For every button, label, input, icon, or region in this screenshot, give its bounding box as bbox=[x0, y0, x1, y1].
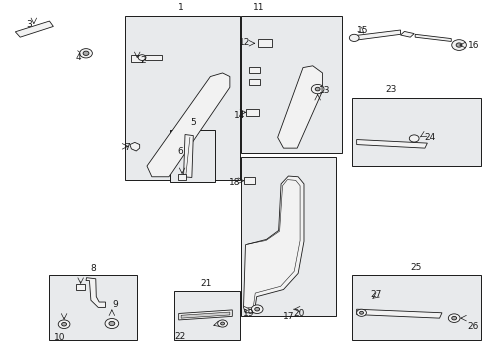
Bar bbox=[240, 16, 341, 153]
Bar bbox=[249, 79, 260, 85]
Circle shape bbox=[455, 43, 461, 47]
Text: 18: 18 bbox=[229, 177, 240, 186]
Circle shape bbox=[359, 311, 363, 314]
Circle shape bbox=[83, 51, 89, 55]
Circle shape bbox=[138, 55, 146, 60]
Text: 12: 12 bbox=[239, 38, 250, 47]
Circle shape bbox=[80, 49, 92, 58]
Polygon shape bbox=[181, 312, 229, 318]
Text: 26: 26 bbox=[467, 322, 478, 331]
Text: 1: 1 bbox=[178, 3, 183, 12]
Circle shape bbox=[356, 309, 366, 316]
Bar bbox=[258, 39, 271, 47]
Bar bbox=[144, 55, 161, 60]
Polygon shape bbox=[86, 278, 105, 307]
Circle shape bbox=[254, 307, 259, 311]
Polygon shape bbox=[356, 140, 427, 148]
Text: 24: 24 bbox=[423, 133, 434, 142]
Polygon shape bbox=[243, 176, 304, 313]
Text: 21: 21 bbox=[201, 279, 212, 288]
Polygon shape bbox=[15, 21, 53, 37]
Text: 15: 15 bbox=[356, 26, 367, 35]
Text: 3: 3 bbox=[26, 20, 32, 29]
Text: 17: 17 bbox=[282, 312, 294, 321]
Bar bbox=[76, 284, 85, 289]
Circle shape bbox=[220, 322, 224, 325]
Circle shape bbox=[251, 305, 263, 314]
Text: 7: 7 bbox=[124, 143, 130, 152]
Circle shape bbox=[58, 320, 70, 329]
Bar bbox=[249, 67, 260, 73]
Circle shape bbox=[451, 316, 456, 320]
Bar bbox=[173, 291, 239, 339]
Circle shape bbox=[217, 320, 227, 327]
Circle shape bbox=[311, 84, 324, 94]
Bar bbox=[131, 55, 142, 62]
Text: 2: 2 bbox=[140, 56, 146, 65]
Text: 27: 27 bbox=[369, 291, 381, 300]
Text: 13: 13 bbox=[318, 86, 329, 95]
Text: 5: 5 bbox=[189, 118, 195, 127]
Text: 4: 4 bbox=[76, 53, 81, 62]
Bar bbox=[125, 16, 239, 180]
Text: 6: 6 bbox=[177, 147, 183, 156]
Text: 25: 25 bbox=[409, 263, 421, 272]
Polygon shape bbox=[277, 66, 322, 148]
Text: 23: 23 bbox=[385, 85, 396, 94]
Circle shape bbox=[348, 34, 358, 41]
Bar bbox=[351, 275, 480, 339]
Polygon shape bbox=[183, 135, 193, 177]
Bar bbox=[246, 109, 258, 116]
Polygon shape bbox=[147, 73, 229, 177]
Circle shape bbox=[109, 321, 115, 326]
Circle shape bbox=[451, 40, 466, 50]
Circle shape bbox=[61, 323, 66, 326]
Bar bbox=[177, 174, 186, 180]
Bar bbox=[351, 98, 480, 166]
Circle shape bbox=[315, 87, 320, 91]
Bar bbox=[240, 157, 335, 316]
Text: 10: 10 bbox=[53, 333, 65, 342]
Polygon shape bbox=[178, 310, 232, 320]
Polygon shape bbox=[414, 34, 450, 41]
Text: 20: 20 bbox=[293, 309, 304, 318]
Text: 22: 22 bbox=[174, 332, 185, 341]
Text: 16: 16 bbox=[467, 41, 478, 50]
Text: 11: 11 bbox=[253, 3, 264, 12]
Circle shape bbox=[408, 135, 418, 142]
Polygon shape bbox=[400, 31, 413, 37]
Circle shape bbox=[447, 314, 459, 323]
Text: 19: 19 bbox=[242, 309, 254, 318]
Polygon shape bbox=[356, 30, 400, 40]
Text: 8: 8 bbox=[90, 264, 96, 273]
Bar bbox=[49, 275, 137, 339]
Text: 9: 9 bbox=[113, 300, 119, 309]
Circle shape bbox=[105, 319, 119, 329]
Text: 14: 14 bbox=[234, 111, 245, 120]
Polygon shape bbox=[130, 143, 140, 151]
Bar bbox=[244, 177, 255, 184]
Polygon shape bbox=[356, 309, 441, 318]
Bar bbox=[170, 130, 215, 182]
